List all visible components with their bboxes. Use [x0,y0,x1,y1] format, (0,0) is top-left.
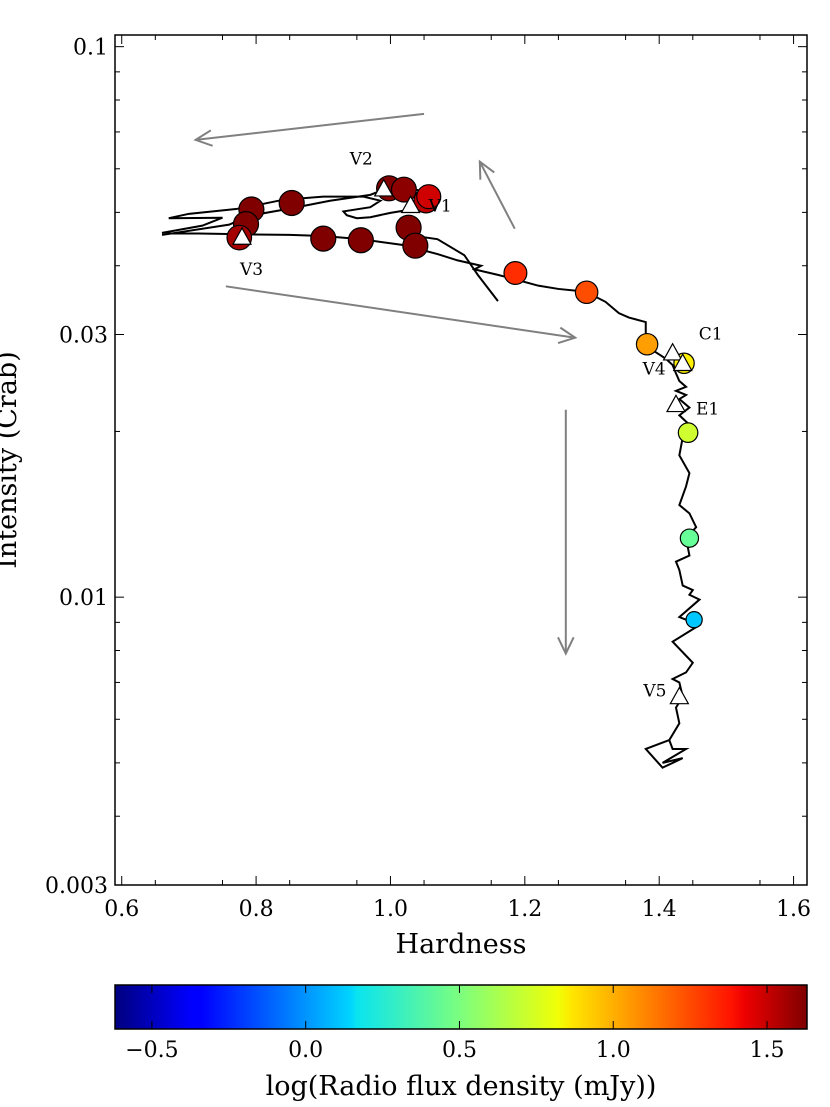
branch-track-line [403,233,499,302]
event-marker-triangle [231,226,252,245]
event-marker-label: V5 [642,681,666,701]
event-marker-triangle [373,178,394,197]
y-tick-label: 0.03 [59,324,108,349]
direction-arrow-shaft [225,285,576,339]
y-tick-label: 0.1 [73,36,108,61]
event-markers: V1 V2 V3 V4 C1 E1 V5 [231,150,723,705]
x-tick-label: 0.6 [104,897,139,922]
event-marker-triangle [672,353,693,372]
colorbar-tick-label: −0.5 [125,1038,178,1063]
radio-flux-point [278,189,305,217]
radio-flux-point [635,332,659,356]
radio-flux-point [503,261,528,286]
direction-arrow-shaft [478,161,516,230]
y-axis-title: Intensity (Crab) [0,351,23,568]
event-marker-triangle [400,195,421,214]
radio-flux-point [416,184,442,210]
x-tick-label: 1.6 [776,897,811,922]
direction-arrow-shaft [195,112,425,141]
event-marker-label: V2 [349,150,373,170]
direction-arrow-head [557,636,575,656]
axis-ticks [115,35,807,886]
colorbar-label: log(Radio flux density (mJy)) [266,1071,657,1102]
radio-flux-point [679,528,700,548]
radio-flux-point [310,225,337,252]
radio-flux-point [402,232,429,259]
main-track-line [161,186,702,769]
colorbar: −0.5 0.0 0.5 1.0 1.5 log(Radio flux density … [114,984,808,1102]
direction-arrow-head [193,129,213,147]
radio-flux-point [390,176,417,203]
x-axis-title: Hardness [396,929,527,960]
colorbar-tick-label: 1.5 [750,1038,785,1063]
radio-flux-point [685,611,703,629]
x-tick-label: 1.0 [373,897,408,922]
track-lines [161,186,702,769]
colorbar-tick-label: 0.0 [288,1038,323,1063]
x-tick-label: 1.2 [507,897,542,922]
colorbar-ticks: −0.5 0.0 0.5 1.0 1.5 [125,985,785,1063]
event-marker-triangle [665,394,687,413]
direction-arrow-head [557,326,578,345]
colorbar-tick-label: 1.0 [596,1038,631,1063]
x-tick-label: 0.8 [239,897,274,922]
y-tick-label: 0.003 [45,874,108,899]
direction-arrow-head [478,159,495,180]
event-marker-label: V3 [239,260,263,280]
event-marker-triangle [669,686,690,705]
event-marker-label: E1 [696,399,719,419]
event-marker-label: V1 [428,196,452,216]
x-tick-label: 1.4 [642,897,677,922]
colorbar-gradient [114,984,808,1030]
axis-tick-labels: 0.6 0.8 1.0 1.2 1.4 1.6 0.003 0.01 0.03 0.1 [45,36,811,922]
plot-area: V1 V2 V3 V4 C1 E1 V5 [114,34,808,886]
radio-flux-point [347,227,374,254]
colorbar-tick-label: 0.5 [442,1038,477,1063]
event-marker-label: V4 [642,360,666,380]
event-marker-label: C1 [699,324,723,344]
event-marker-triangle [662,342,683,361]
plot-frame [114,34,808,886]
radio-flux-point [574,280,599,305]
radio-flux-point [677,422,699,443]
y-tick-label: 0.01 [59,586,108,611]
direction-arrows [193,112,578,656]
